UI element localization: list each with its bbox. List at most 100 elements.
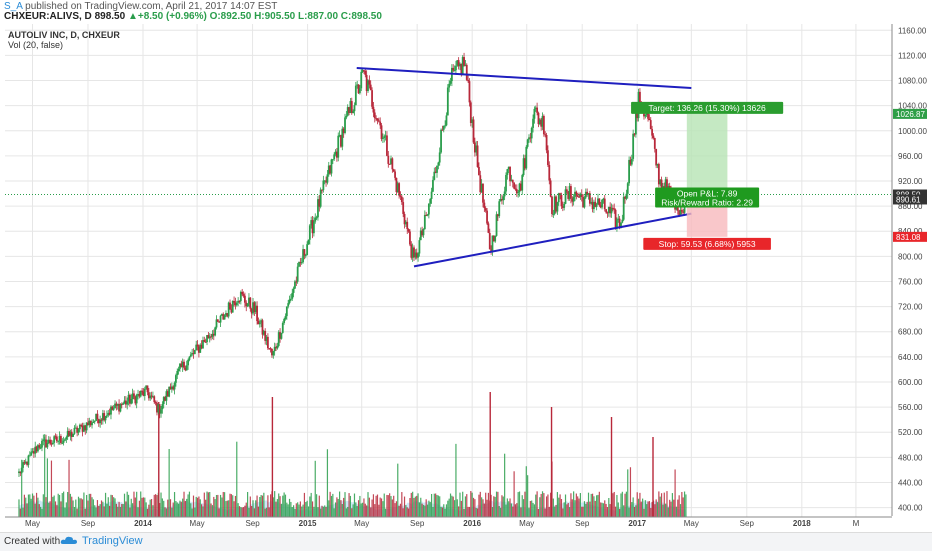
volume-bar	[314, 460, 316, 517]
candle-body	[164, 397, 166, 401]
volume-bar	[674, 469, 676, 517]
volume-bar	[398, 505, 400, 517]
candle-body	[603, 198, 606, 210]
volume-bar	[330, 495, 333, 517]
candle-body	[679, 209, 682, 216]
candle-body	[277, 332, 280, 346]
volume-bar	[509, 498, 511, 517]
volume-bar	[578, 498, 580, 517]
candle-body	[165, 391, 168, 401]
volume-bar	[265, 507, 268, 517]
volume-bar	[468, 506, 471, 517]
candle-body	[246, 303, 249, 307]
volume-bar	[109, 505, 111, 517]
volume-bar	[40, 506, 42, 517]
candle-body	[605, 209, 608, 213]
candle-body	[334, 151, 337, 155]
volume-bar	[389, 493, 391, 517]
volume-bar	[132, 503, 134, 517]
candle-body	[352, 111, 355, 113]
volume-bar	[593, 496, 595, 517]
candle-body	[436, 165, 438, 173]
candle-body	[609, 206, 612, 214]
volume-bar	[559, 494, 561, 517]
candle-body	[507, 166, 510, 170]
candle-body	[20, 467, 23, 474]
candle-body	[575, 191, 578, 196]
volume-bar	[380, 498, 383, 517]
candle-body	[452, 67, 455, 71]
candle-body	[683, 203, 686, 213]
y-tick-label: 520.00	[898, 428, 923, 437]
candle-body	[321, 189, 323, 191]
volume-bar	[207, 492, 209, 517]
volume-bar	[267, 495, 269, 517]
candle-body	[495, 214, 498, 236]
candle-body	[62, 440, 65, 443]
volume-bar	[571, 499, 573, 517]
candle-body	[556, 202, 559, 212]
candle-body	[455, 65, 457, 71]
candle-body	[188, 356, 191, 360]
volume-bar	[564, 494, 567, 517]
candle-body	[580, 194, 583, 197]
price-tag-bg	[893, 108, 927, 119]
candle-body	[413, 247, 415, 258]
candle-body	[346, 107, 349, 116]
candle-body	[406, 221, 409, 230]
volume-bar	[581, 506, 583, 517]
candle-body	[69, 431, 72, 436]
candle-body	[618, 218, 621, 228]
volume-bar	[459, 492, 461, 517]
candle-body	[513, 182, 516, 189]
candle-body	[281, 322, 284, 333]
candle-body	[211, 333, 214, 337]
username[interactable]: S_A	[4, 1, 23, 12]
candle-body	[629, 159, 632, 165]
candle-body	[153, 396, 156, 403]
volume-bar	[462, 491, 464, 517]
price-chart[interactable]: Target: 136.26 (15.30%) 13626 Stop: 59.53…	[0, 0, 932, 532]
candle-body	[367, 80, 369, 92]
candle-body	[64, 439, 66, 441]
candle-body	[271, 348, 273, 356]
volume-bar	[290, 501, 292, 517]
tradingview-brand[interactable]: TradingView	[82, 535, 143, 547]
volume-bar	[660, 493, 663, 517]
stop-label: Stop: 59.53 (6.68%) 5953	[659, 239, 756, 249]
candle-body	[571, 198, 574, 202]
volume-bar	[291, 507, 293, 517]
candle-body	[80, 424, 83, 426]
volume-bar	[518, 491, 521, 517]
volume-bar	[298, 504, 300, 517]
candle-body	[340, 135, 342, 147]
volume-bar	[54, 501, 57, 517]
candle-body	[104, 416, 107, 421]
candle-body	[221, 314, 223, 316]
volume-bar	[307, 506, 310, 517]
candle-body	[330, 159, 333, 174]
candle-body	[276, 345, 279, 349]
candle-body	[501, 198, 503, 201]
candle-body	[292, 288, 295, 293]
x-tick-label: M	[853, 519, 860, 528]
volume-bar	[130, 498, 132, 517]
volume-bar	[655, 499, 657, 517]
volume-bar	[548, 506, 550, 517]
volume-bar	[659, 496, 661, 517]
candle-body	[92, 421, 95, 423]
volume-bar	[263, 492, 265, 517]
candle-body	[532, 118, 534, 128]
volume-bar	[329, 491, 331, 517]
volume-bar	[25, 497, 27, 517]
volume-bar	[251, 505, 253, 517]
candle-body	[325, 180, 327, 183]
volume-bar	[48, 502, 50, 517]
volume-bar	[232, 495, 234, 517]
volume-bar	[541, 491, 544, 517]
volume-bars	[18, 392, 687, 517]
volume-bar	[199, 499, 201, 517]
candle-body	[319, 189, 322, 207]
candle-body	[626, 183, 629, 194]
candle-body	[478, 167, 480, 176]
